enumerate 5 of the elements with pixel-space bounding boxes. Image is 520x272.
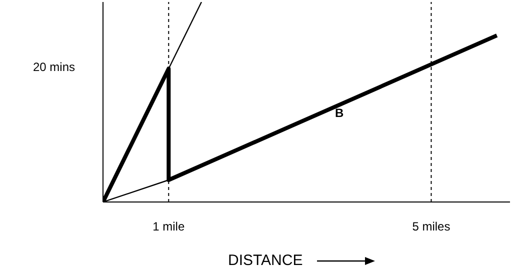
x-tick-label: 1 mile <box>152 220 185 234</box>
text: 20 mins <box>33 60 76 74</box>
annotation: B <box>335 106 344 120</box>
x-axis-title: DISTANCE <box>228 252 303 269</box>
x-tick-label: 5 miles <box>412 220 450 234</box>
